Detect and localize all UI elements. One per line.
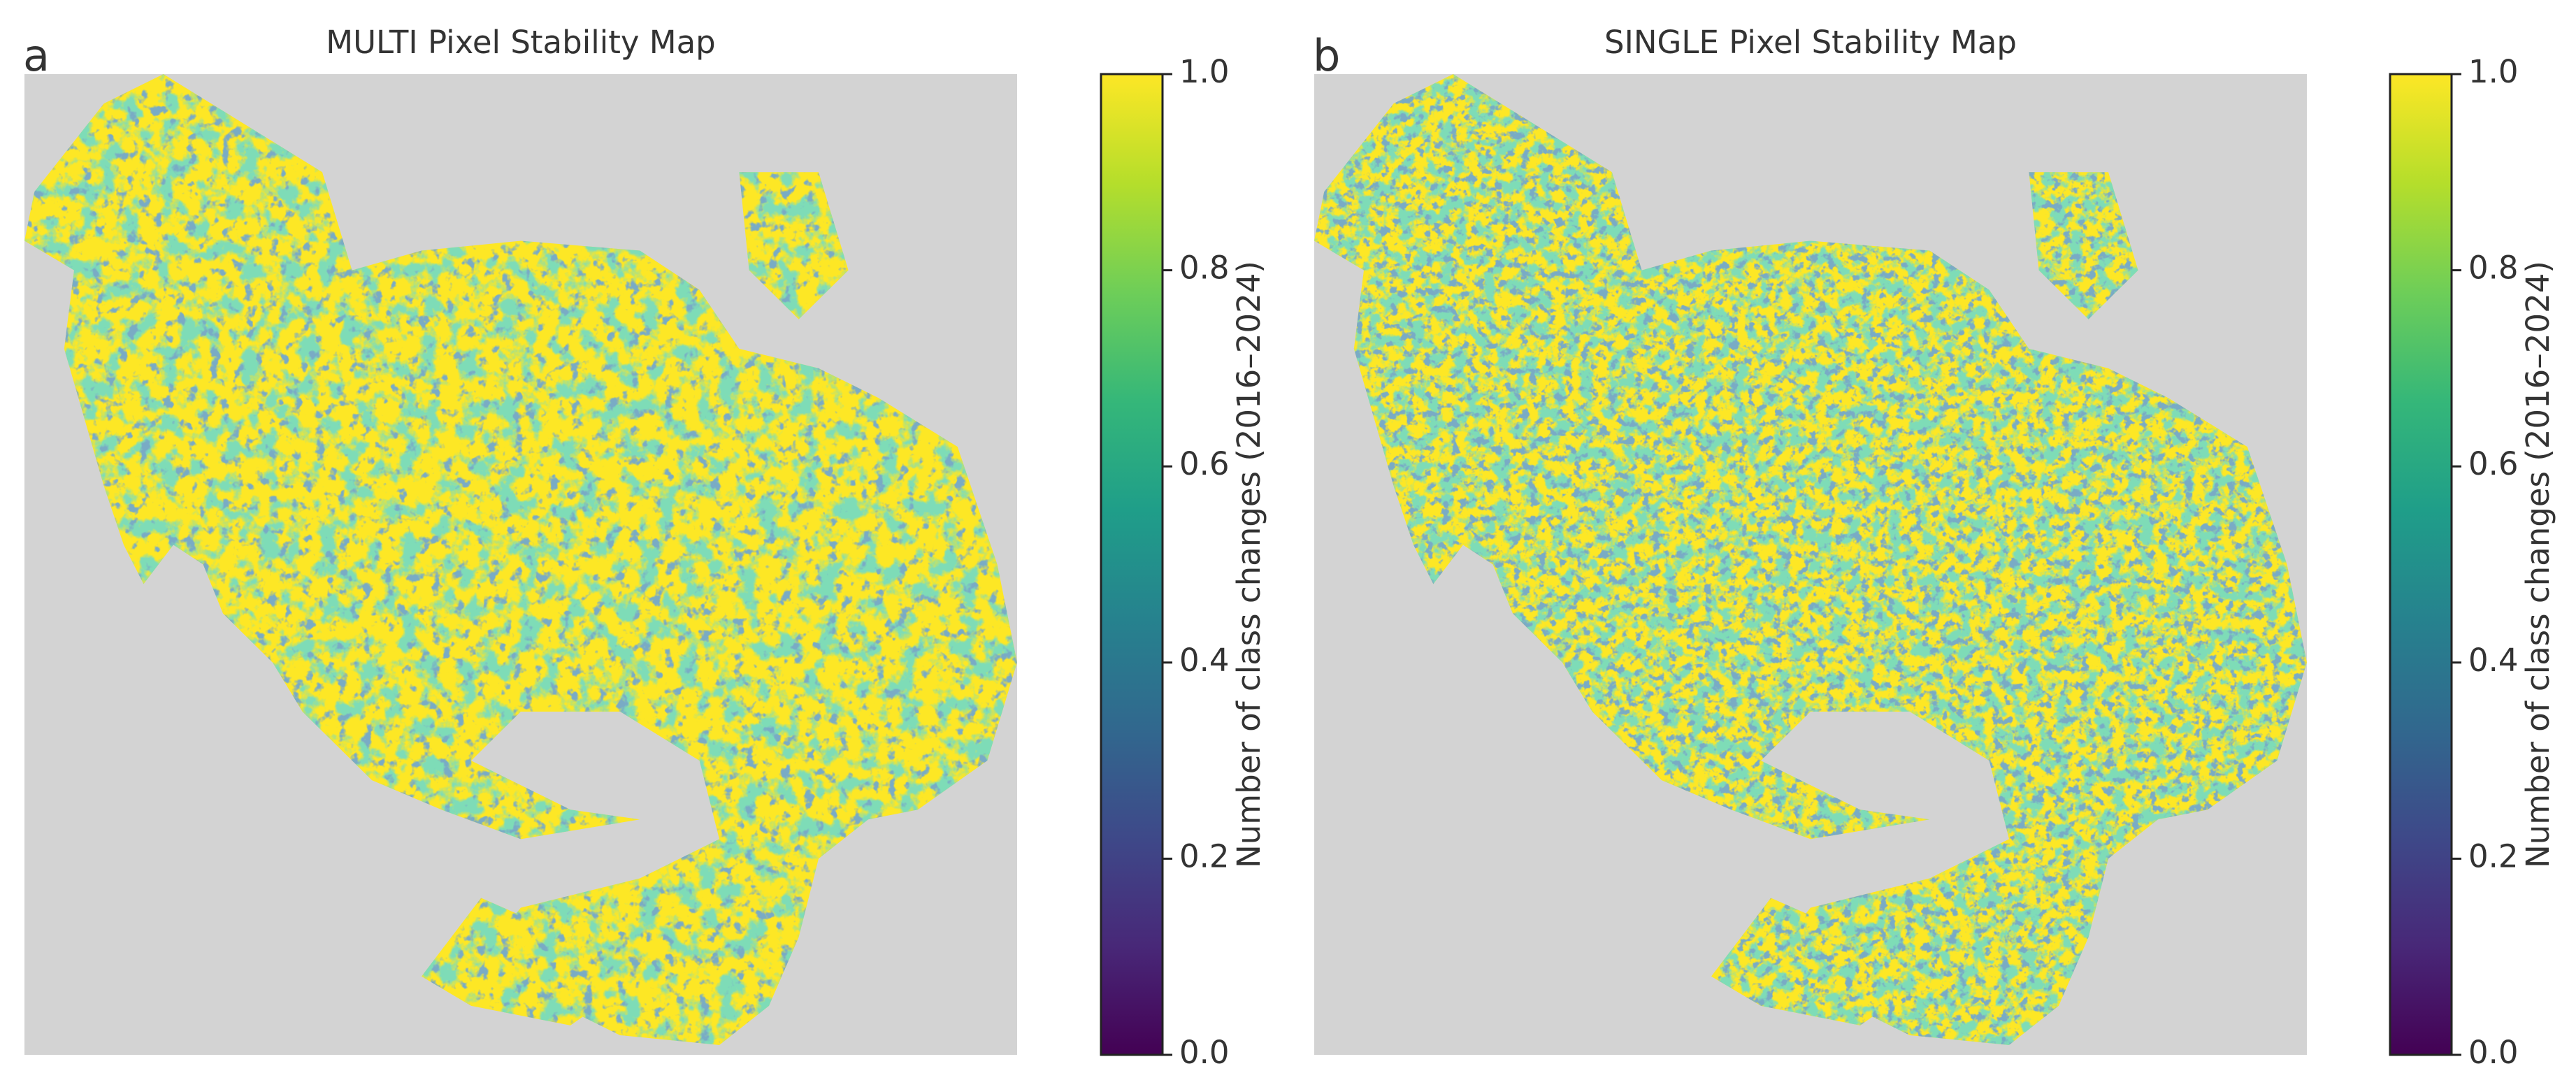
colorbar-tick-label: 0.2 [1179,837,1230,874]
colorbar [2389,73,2453,1056]
colorbar-tick-label: 0.0 [2468,1034,2519,1071]
colorbar-tick-label: 0.2 [2468,837,2519,874]
chart-title: SINGLE Pixel Stability Map [1604,24,2017,61]
panel-label: a [23,30,50,81]
colorbar-tick-label: 1.0 [2468,53,2519,90]
colorbar-tick-label: 0.4 [1179,642,1230,679]
colorbar-tick-label: 1.0 [1179,53,1230,90]
colorbar-tick-label: 0.8 [1179,250,1230,287]
colorbar [1100,73,1164,1056]
colorbar-tick-label: 0.4 [2468,642,2519,679]
colorbar-tick-label: 0.6 [1179,445,1230,482]
colorbar-tick-label: 0.6 [2468,445,2519,482]
colorbar-label: Number of class changes (2016–2024) [2519,261,2556,868]
panel-label: b [1313,30,1340,81]
colorbar-tick-label: 0.0 [1179,1034,1230,1071]
colorbar-label: Number of class changes (2016–2024) [1230,261,1267,868]
colorbar-tick-label: 0.8 [2468,250,2519,287]
chart-title: MULTI Pixel Stability Map [326,24,716,61]
